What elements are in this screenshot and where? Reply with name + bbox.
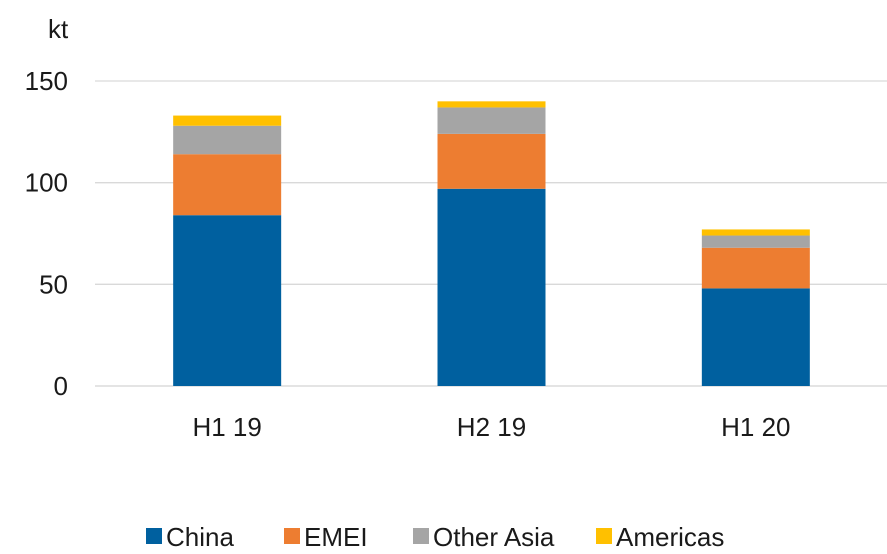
legend-swatch-emei xyxy=(284,528,300,544)
x-tick-label: H1 20 xyxy=(721,412,790,442)
y-tick-label: 100 xyxy=(25,168,68,198)
bar-other-asia-1 xyxy=(437,107,546,134)
y-tick-label: 50 xyxy=(39,269,68,299)
bar-china-2 xyxy=(701,288,810,386)
bars xyxy=(173,101,810,386)
legend-swatch-china xyxy=(146,528,162,544)
legend: China EMEI Other Asia Americas xyxy=(146,522,724,552)
bar-americas-1 xyxy=(437,101,546,108)
bar-china-1 xyxy=(437,188,546,386)
bar-emei-0 xyxy=(173,154,282,216)
bar-emei-1 xyxy=(437,133,546,189)
bar-emei-2 xyxy=(701,247,810,289)
x-tick-label: H2 19 xyxy=(457,412,526,442)
bar-americas-0 xyxy=(173,115,282,126)
bar-americas-2 xyxy=(701,229,810,236)
x-tick-label: H1 19 xyxy=(192,412,261,442)
legend-swatch-americas xyxy=(596,528,612,544)
y-tick-label: 150 xyxy=(25,66,68,96)
y-unit-label: kt xyxy=(48,14,69,44)
legend-label: China xyxy=(166,522,234,552)
legend-label: Americas xyxy=(616,522,724,552)
bar-other-asia-2 xyxy=(701,235,810,248)
y-tick-label: 0 xyxy=(54,371,68,401)
legend-label: EMEI xyxy=(304,522,368,552)
y-axis-ticks: 0 50 100 150 xyxy=(25,66,68,401)
bar-china-0 xyxy=(173,215,282,386)
legend-label: Other Asia xyxy=(433,522,555,552)
bar-other-asia-0 xyxy=(173,125,282,155)
x-axis-labels: H1 19 H2 19 H1 20 xyxy=(192,412,790,442)
legend-swatch-other-asia xyxy=(413,528,429,544)
